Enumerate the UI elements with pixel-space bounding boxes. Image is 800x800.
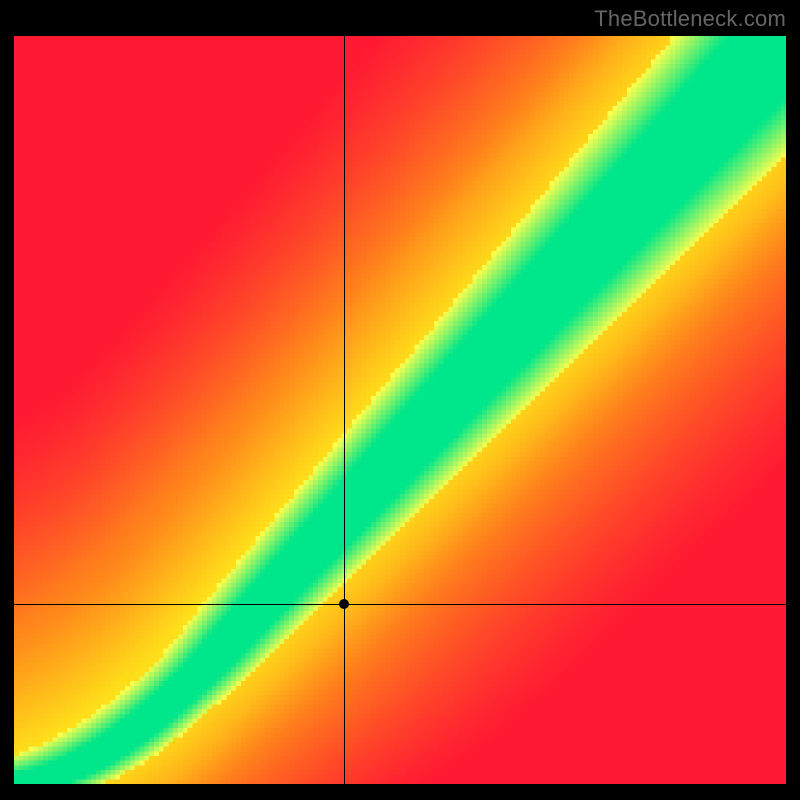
crosshair-vertical — [344, 36, 345, 784]
heatmap-canvas — [14, 36, 786, 784]
chart-frame: TheBottleneck.com — [0, 0, 800, 800]
selected-point-marker — [339, 599, 349, 609]
heatmap-plot-area — [14, 36, 786, 784]
crosshair-horizontal — [14, 604, 786, 605]
watermark-text: TheBottleneck.com — [594, 6, 786, 32]
